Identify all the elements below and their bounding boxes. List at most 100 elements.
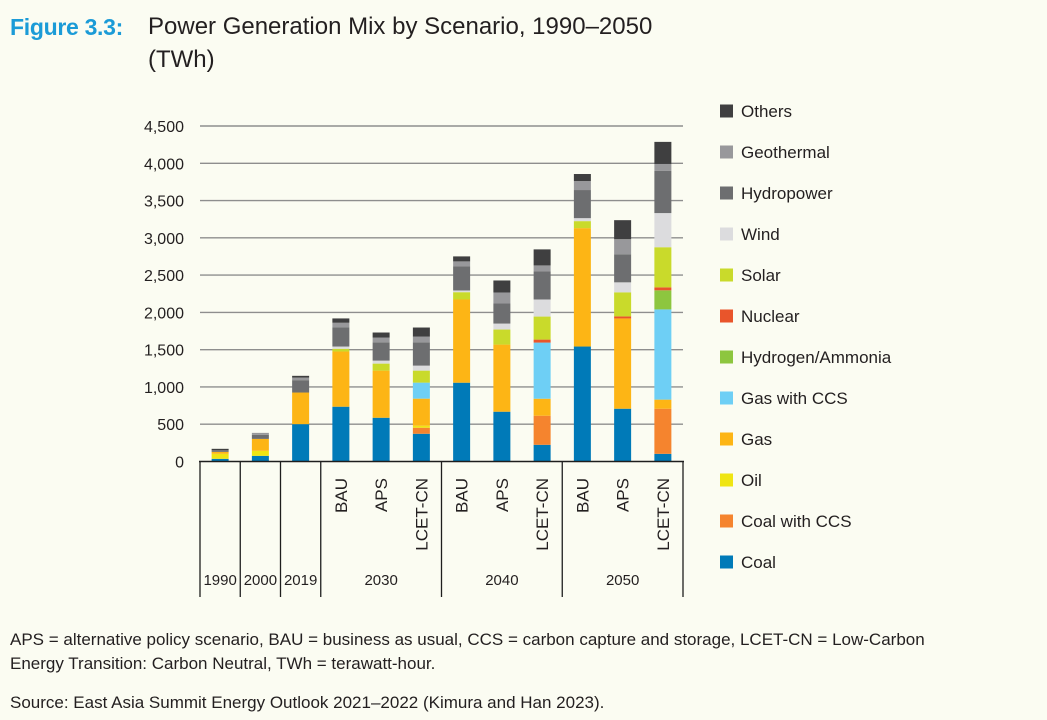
scenario-label: APS [614, 478, 633, 512]
bar-segment-solar [372, 363, 390, 371]
abbreviations-note-line-1: APS = alternative policy scenario, BAU =… [10, 630, 925, 649]
bar-segment-others [332, 318, 350, 323]
bar-segment-oil [211, 453, 229, 459]
legend-label: Solar [741, 266, 781, 285]
bar-segment-hydropower [533, 271, 551, 300]
bar-stack [251, 432, 269, 462]
year-label: 2040 [485, 572, 518, 589]
year-label: 1990 [203, 572, 236, 589]
bar-segment-others [412, 327, 430, 337]
legend-item: Coal [720, 553, 776, 572]
bar-segment-solar [453, 292, 471, 300]
bar-segment-solar [493, 329, 511, 345]
bar-segment-geothermal [251, 432, 269, 435]
bar-stack [614, 220, 632, 462]
bar-segment-geothermal [332, 322, 350, 328]
bar-segment-wind [493, 323, 511, 330]
y-tick-label: 2,000 [144, 305, 184, 322]
bar-segment-geothermal [292, 377, 310, 381]
figure-unit: (TWh) [148, 46, 215, 73]
bar-segment-wind [573, 218, 591, 222]
source-note: Source: East Asia Summit Energy Outlook … [10, 693, 605, 712]
x-axis-labels: BAU APS LCET-CN BAU APS LCET-CN BAU APS LCET-CN 1… [203, 478, 672, 589]
y-tick-label: 1,500 [144, 343, 184, 360]
y-tick-label: 0 [175, 455, 184, 472]
legend-item: Gas [720, 430, 772, 449]
bar-stack [332, 318, 350, 462]
bar-segment-coal [372, 417, 390, 462]
bar-segment-hydropower [493, 303, 511, 324]
scenario-label: LCET-CN [533, 478, 552, 551]
legend-label: Hydrogen/Ammonia [741, 348, 892, 367]
bar-segment-hydropower [332, 327, 350, 347]
legend-item: Hydropower [720, 184, 833, 203]
legend-item: Gas with CCS [720, 389, 848, 408]
bar-stack [453, 256, 471, 462]
bar-segment-nuclear [654, 287, 672, 291]
bar-segment-gas [412, 398, 430, 426]
bar-segment-solar [533, 316, 551, 340]
y-tick-label: 4,500 [144, 119, 184, 136]
bar-segment-geothermal [654, 163, 672, 171]
bar-segment-gas-with-ccs [412, 382, 430, 399]
bar-segment-others [573, 174, 591, 182]
bar-segment-geothermal [493, 292, 511, 304]
legend-item: Wind [720, 225, 780, 244]
bar-segment-coal [573, 346, 591, 462]
bar-segment-solar [573, 221, 591, 229]
bar-segment-coal [211, 458, 229, 462]
legend-swatch [720, 473, 733, 487]
bar-segment-gas [211, 451, 229, 454]
legend-swatch [720, 145, 733, 159]
bar-segment-wind [412, 365, 430, 371]
legend-item: Hydrogen/Ammonia [720, 348, 892, 367]
bar-segment-others [533, 249, 551, 266]
bar-segment-hydropower [292, 380, 310, 393]
legend-swatch [720, 514, 733, 528]
scenario-label: LCET-CN [654, 478, 673, 551]
legend-item: Coal with CCS [720, 512, 852, 531]
scenario-label: BAU [573, 478, 592, 513]
bar-segment-hydropower [453, 266, 471, 291]
y-tick-label: 500 [157, 417, 184, 434]
figure-title: Power Generation Mix by Scenario, 1990–2… [148, 13, 653, 40]
gridlines [200, 125, 683, 425]
bar-segment-gas [453, 299, 471, 383]
bar-segment-coal [292, 424, 310, 462]
bar-segment-coal [614, 408, 632, 462]
bar-segment-others [614, 220, 632, 240]
bar-segment-hydropower [614, 254, 632, 283]
legend-label: Oil [741, 471, 762, 490]
bar-segment-nuclear [533, 339, 551, 343]
bar-segment-gas [332, 351, 350, 407]
legend-swatch [720, 350, 733, 364]
bar-segment-gas [372, 370, 390, 418]
bar-segment-gas [614, 318, 632, 409]
bar-segment-coal-with-ccs [654, 408, 672, 454]
bar-segment-geothermal [453, 261, 471, 267]
bar-segment-others [292, 375, 310, 378]
legend-swatch [720, 309, 733, 323]
bar-stack [533, 249, 551, 462]
bar-segment-wind [654, 213, 672, 248]
y-tick-label: 2,500 [144, 268, 184, 285]
bar-segment-gas [292, 392, 310, 425]
figure-label: Figure 3.3: [10, 14, 124, 40]
legend-swatch [720, 432, 733, 446]
bar-stack [292, 375, 310, 462]
bar-segment-solar [332, 348, 350, 352]
bar-segment-coal [493, 411, 511, 462]
legend-item: Nuclear [720, 307, 800, 326]
bar-segment-hydropower [412, 342, 430, 366]
bar-segment-wind [332, 346, 350, 349]
bar-segment-coal-with-ccs [412, 427, 430, 434]
bar-segment-gas [251, 438, 269, 451]
y-tick-label: 3,500 [144, 194, 184, 211]
bar-segment-wind [372, 360, 390, 364]
bar-segment-hydropower [654, 170, 672, 214]
legend-swatch [720, 268, 733, 282]
bar-stack [573, 174, 591, 462]
legend-label: Wind [741, 225, 780, 244]
bar-segment-coal [332, 406, 350, 462]
y-axis-tick-labels: 0 500 1,000 1,500 2,000 2,500 3,000 3,500 4,000 4… [144, 119, 184, 472]
